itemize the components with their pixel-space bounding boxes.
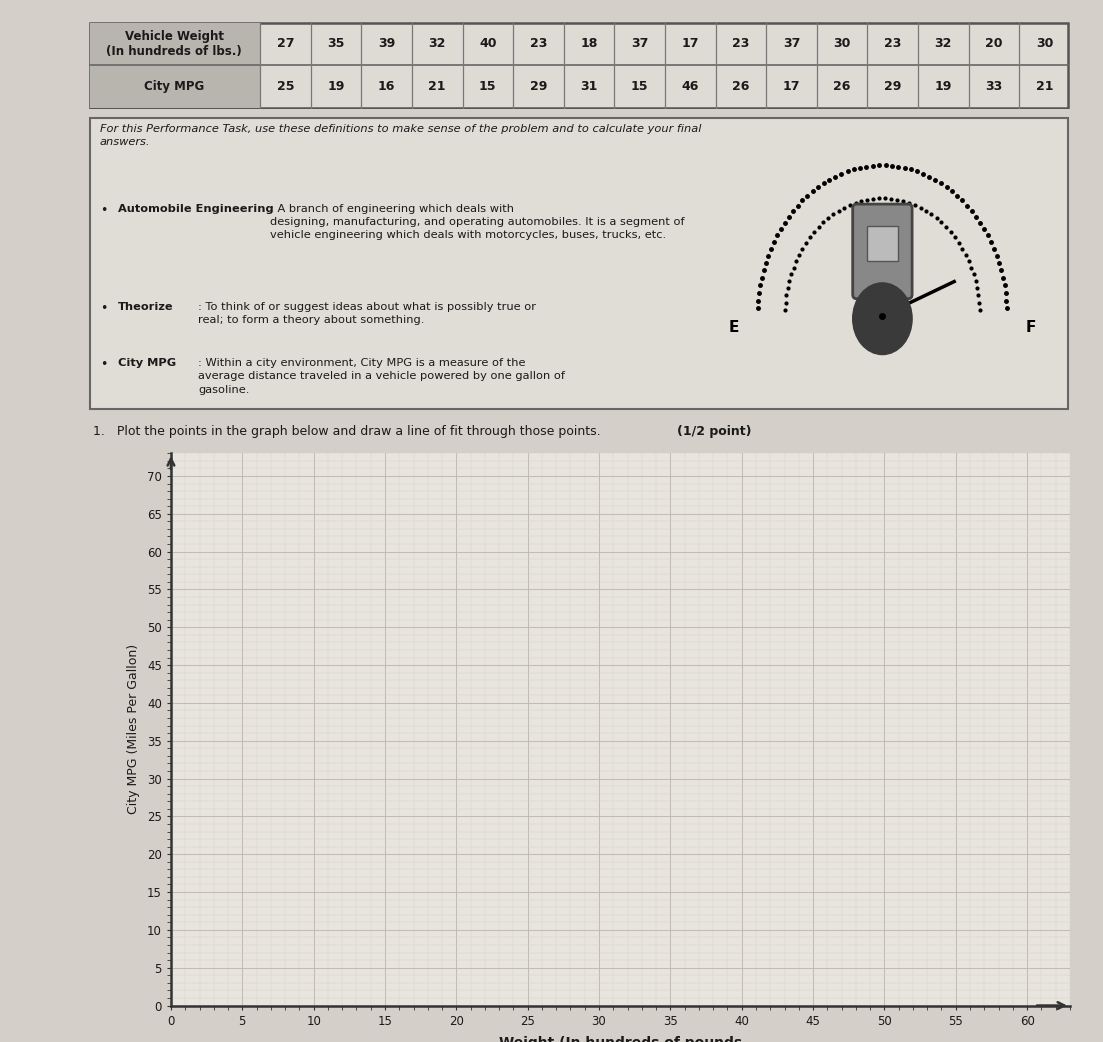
Text: 33: 33	[985, 80, 1003, 93]
Text: E: E	[729, 320, 739, 334]
FancyBboxPatch shape	[90, 23, 260, 65]
Text: Automobile Engineering: Automobile Engineering	[118, 204, 274, 214]
Text: 46: 46	[682, 80, 699, 93]
Text: 37: 37	[631, 38, 649, 50]
Text: 19: 19	[328, 80, 344, 93]
Text: 32: 32	[428, 38, 446, 50]
Text: •: •	[100, 358, 107, 371]
FancyBboxPatch shape	[90, 118, 1068, 408]
Text: 20: 20	[985, 38, 1003, 50]
Text: 25: 25	[277, 80, 295, 93]
Text: 1.   Plot the points in the graph below and draw a line of fit through those poi: 1. Plot the points in the graph below an…	[93, 425, 604, 438]
Text: 17: 17	[682, 38, 699, 50]
Text: 30: 30	[1036, 38, 1053, 50]
FancyBboxPatch shape	[90, 23, 1068, 107]
Text: Theorize: Theorize	[118, 302, 173, 312]
Text: 23: 23	[885, 38, 901, 50]
FancyBboxPatch shape	[853, 204, 912, 299]
Text: 40: 40	[479, 38, 496, 50]
Text: 18: 18	[580, 38, 598, 50]
Text: 30: 30	[834, 38, 850, 50]
Text: For this Performance Task, use these definitions to make sense of the problem an: For this Performance Task, use these def…	[100, 124, 702, 147]
Text: City MPG: City MPG	[118, 358, 175, 368]
Text: 29: 29	[529, 80, 547, 93]
FancyBboxPatch shape	[867, 226, 898, 262]
Text: City MPG: City MPG	[144, 80, 204, 93]
Text: 21: 21	[1036, 80, 1053, 93]
X-axis label: Weight (In hundreds of pounds: Weight (In hundreds of pounds	[499, 1036, 742, 1042]
Text: •: •	[100, 302, 107, 315]
Text: 21: 21	[428, 80, 446, 93]
Text: 15: 15	[479, 80, 496, 93]
Text: •: •	[100, 204, 107, 217]
Text: 39: 39	[378, 38, 395, 50]
Text: Vehicle Weight
(In hundreds of lbs.): Vehicle Weight (In hundreds of lbs.)	[106, 30, 242, 58]
Text: 29: 29	[885, 80, 901, 93]
Text: F: F	[1026, 320, 1036, 334]
Text: 27: 27	[277, 38, 295, 50]
Text: 31: 31	[580, 80, 598, 93]
Text: 37: 37	[783, 38, 800, 50]
Text: 17: 17	[783, 80, 801, 93]
Text: : To think of or suggest ideas about what is possibly true or
real; to form a th: : To think of or suggest ideas about wha…	[199, 302, 536, 325]
Y-axis label: City MPG (Miles Per Gallon): City MPG (Miles Per Gallon)	[127, 644, 140, 815]
FancyBboxPatch shape	[90, 65, 260, 107]
Text: 26: 26	[834, 80, 850, 93]
Text: 16: 16	[378, 80, 395, 93]
Text: : Within a city environment, City MPG is a measure of the
average distance trave: : Within a city environment, City MPG is…	[199, 358, 565, 395]
Text: 15: 15	[631, 80, 649, 93]
Text: (1/2 point): (1/2 point)	[677, 425, 752, 438]
Text: : A branch of engineering which deals with
designing, manufacturing, and operati: : A branch of engineering which deals wi…	[270, 204, 685, 240]
Text: 35: 35	[328, 38, 344, 50]
Text: 19: 19	[934, 80, 952, 93]
Text: 32: 32	[934, 38, 952, 50]
Text: 26: 26	[732, 80, 750, 93]
Text: 23: 23	[732, 38, 750, 50]
Circle shape	[853, 283, 912, 354]
Text: 23: 23	[529, 38, 547, 50]
